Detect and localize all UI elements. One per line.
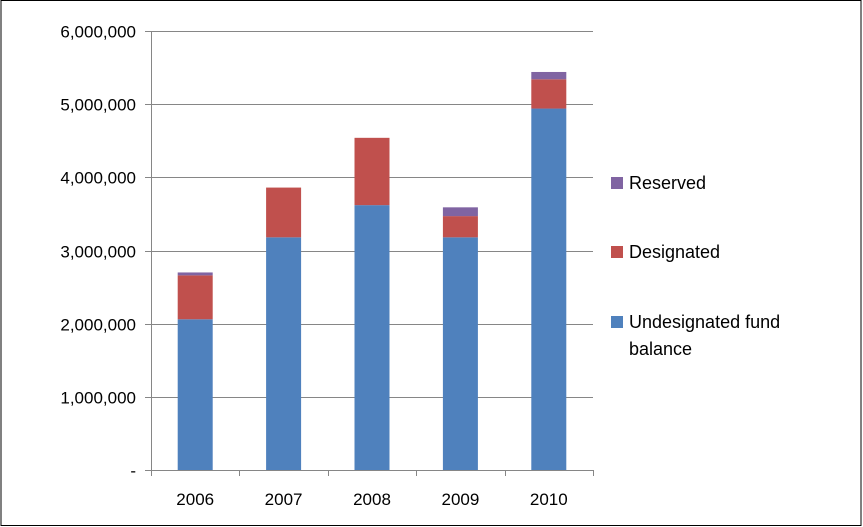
bar-segment-undesignated-fund-balance-2006 bbox=[177, 319, 213, 470]
bar-segment-undesignated-fund-balance-2007 bbox=[266, 237, 302, 470]
legend-swatch bbox=[611, 316, 623, 328]
legend-label: Undesignated fund bbox=[629, 312, 780, 332]
axes: - 1,000,000 2,000,000 3,000,000 4,000,000 5,0… bbox=[60, 23, 594, 509]
legend-label: Designated bbox=[629, 242, 720, 262]
legend-label: balance bbox=[629, 339, 692, 359]
y-tick-label: 3,000,000 bbox=[60, 243, 136, 262]
bar-segment-undesignated-fund-balance-2010 bbox=[531, 108, 567, 470]
bar-segment-designated-2009 bbox=[442, 216, 478, 238]
x-tick-label: 2007 bbox=[265, 490, 303, 509]
x-tick-label: 2010 bbox=[530, 490, 568, 509]
y-tick-label: 2,000,000 bbox=[60, 316, 136, 335]
y-tick-label: - bbox=[130, 462, 136, 481]
x-tick-label: 2006 bbox=[176, 490, 214, 509]
bar-segment-designated-2007 bbox=[266, 187, 302, 238]
bar-segment-undesignated-fund-balance-2008 bbox=[354, 205, 390, 471]
x-tick-label: 2009 bbox=[441, 490, 479, 509]
legend: Reserved Designated Undesignated fund balan… bbox=[611, 173, 780, 359]
y-tick-label: 4,000,000 bbox=[60, 169, 136, 188]
bar-segment-reserved-2009 bbox=[442, 207, 478, 217]
bar-segment-reserved-2006 bbox=[177, 272, 213, 276]
bar-segment-designated-2008 bbox=[354, 137, 390, 206]
legend-swatch bbox=[611, 177, 623, 189]
bar-segment-undesignated-fund-balance-2009 bbox=[442, 237, 478, 470]
bar-segment-reserved-2010 bbox=[531, 71, 567, 80]
bars bbox=[177, 71, 567, 471]
y-tick-label: 1,000,000 bbox=[60, 389, 136, 408]
bar-segment-designated-2006 bbox=[177, 275, 213, 320]
y-tick-label: 6,000,000 bbox=[60, 23, 136, 42]
y-tick-label: 5,000,000 bbox=[60, 96, 136, 115]
x-tick-label: 2008 bbox=[353, 490, 391, 509]
legend-label: Reserved bbox=[629, 173, 706, 193]
bar-segment-designated-2010 bbox=[531, 79, 567, 109]
legend-swatch bbox=[611, 246, 623, 258]
